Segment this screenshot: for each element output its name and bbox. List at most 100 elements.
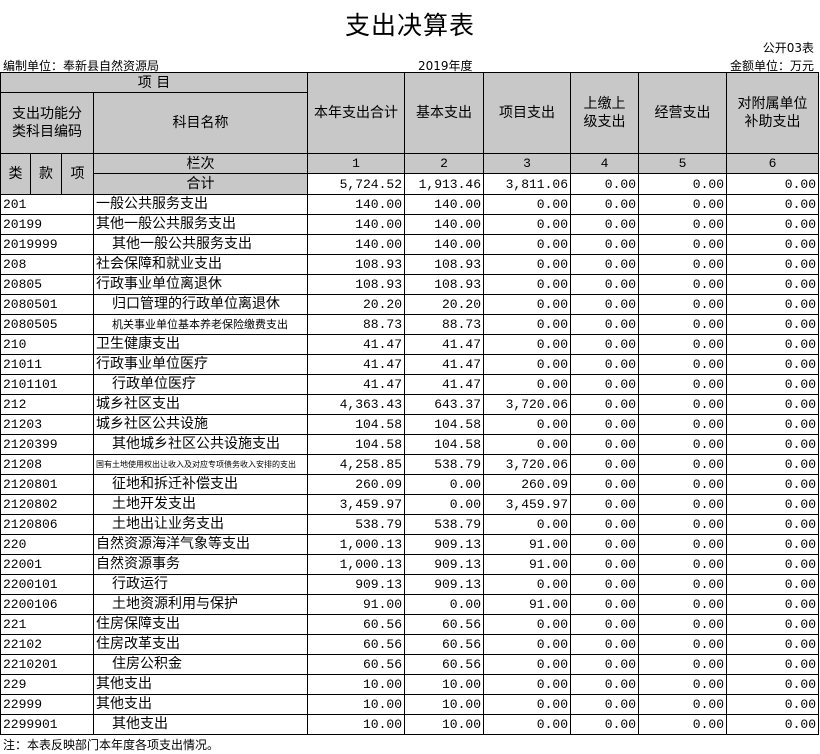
amount: 140.00 — [307, 214, 406, 235]
amount: 108.93 — [404, 254, 485, 275]
total-value: 0.00 — [638, 173, 728, 195]
amount: 0.00 — [570, 694, 640, 715]
amount: 0.00 — [483, 714, 572, 735]
amount: 0.00 — [483, 574, 572, 595]
expenditure-table: 项 目本年支出合计 基本支出 项目支出 上缴上级支出 经营支出 对附属单位补助支出 支出功能… — [0, 72, 820, 735]
subject-code: 2120806 — [0, 514, 94, 535]
subject-code: 2200101 — [0, 574, 94, 595]
amount: 0.00 — [726, 454, 820, 475]
amount: 0.00 — [570, 294, 640, 315]
subject-code: 2101101 — [0, 374, 94, 395]
level-header: 项 — [61, 153, 94, 195]
table-row: 229 其他支出 10.00 10.00 0.00 0.00 0.00 0.00 — [0, 674, 820, 695]
code-header: 支出功能分类科目编码 — [0, 92, 94, 154]
amount: 0.00 — [638, 634, 728, 655]
amount: 0.00 — [483, 274, 572, 295]
table-row: 2120802 土地开发支出 3,459.97 0.00 3,459.97 0.00 0.0… — [0, 494, 820, 515]
column-header: 经营支出 — [638, 72, 728, 154]
amount: 643.37 — [404, 394, 485, 415]
subject-name: 其他一般公共服务支出 — [92, 234, 309, 255]
amount: 41.47 — [307, 334, 406, 355]
amount: 0.00 — [726, 714, 820, 735]
amount: 88.73 — [404, 314, 485, 335]
amount: 10.00 — [404, 674, 485, 695]
subject-name: 住房公积金 — [92, 654, 309, 675]
subject-name: 城乡社区支出 — [92, 394, 309, 415]
amount: 0.00 — [483, 654, 572, 675]
amount: 0.00 — [726, 314, 820, 335]
amount: 0.00 — [638, 454, 728, 475]
amount: 0.00 — [638, 614, 728, 635]
amount: 0.00 — [726, 494, 820, 515]
subject-name: 其他一般公共服务支出 — [92, 214, 309, 235]
sequence-label: 栏次 — [92, 153, 309, 174]
amount: 3,459.97 — [483, 494, 572, 515]
table-row: 2210201 住房公积金 60.56 60.56 0.00 0.00 0.00 0.00 — [0, 654, 820, 675]
form-number: 公开03表 — [762, 41, 814, 55]
amount: 0.00 — [570, 714, 640, 735]
amount: 104.58 — [307, 414, 406, 435]
amount: 0.00 — [570, 454, 640, 475]
amount: 0.00 — [570, 274, 640, 295]
amount: 0.00 — [638, 534, 728, 555]
amount: 91.00 — [483, 594, 572, 615]
amount: 0.00 — [638, 194, 728, 215]
table-row: 2019999 其他一般公共服务支出 140.00 140.00 0.00 0.00 0.0… — [0, 234, 820, 255]
table-row: 22102 住房改革支出 60.56 60.56 0.00 0.00 0.00 0.00 — [0, 634, 820, 655]
amount: 0.00 — [726, 674, 820, 695]
subject-code: 2120802 — [0, 494, 94, 515]
amount: 0.00 — [638, 274, 728, 295]
amount: 0.00 — [483, 634, 572, 655]
subject-code: 21011 — [0, 354, 94, 375]
subject-name: 国有土地使用权出让收入及对应专项债务收入安排的支出 — [92, 454, 309, 475]
subject-code: 220 — [0, 534, 94, 555]
amount: 0.00 — [638, 414, 728, 435]
table-row: 21203 城乡社区公共设施 104.58 104.58 0.00 0.00 0.00 0.0… — [0, 414, 820, 435]
table-row: 221 住房保障支出 60.56 60.56 0.00 0.00 0.00 0.00 — [0, 614, 820, 635]
amount: 0.00 — [570, 474, 640, 495]
amount: 0.00 — [638, 294, 728, 315]
total-value: 0.00 — [570, 173, 640, 195]
amount: 60.56 — [404, 634, 485, 655]
level-header: 类 — [0, 153, 31, 195]
amount: 140.00 — [307, 194, 406, 215]
amount: 88.73 — [307, 314, 406, 335]
amount: 91.00 — [483, 534, 572, 555]
amount: 3,459.97 — [307, 494, 406, 515]
amount: 0.00 — [570, 414, 640, 435]
amount: 0.00 — [638, 254, 728, 275]
amount: 0.00 — [483, 434, 572, 455]
amount: 108.93 — [307, 274, 406, 295]
amount: 0.00 — [483, 414, 572, 435]
amount: 0.00 — [483, 694, 572, 715]
subject-code: 20199 — [0, 214, 94, 235]
amount: 0.00 — [726, 634, 820, 655]
subject-name: 卫生健康支出 — [92, 334, 309, 355]
total-value: 5,724.52 — [307, 173, 406, 195]
amount: 0.00 — [726, 574, 820, 595]
year: 2019年度 — [418, 59, 473, 73]
subject-code: 2080505 — [0, 314, 94, 335]
subject-code: 2200106 — [0, 594, 94, 615]
amount: 0.00 — [638, 654, 728, 675]
amount: 0.00 — [638, 314, 728, 335]
amount: 909.13 — [404, 574, 485, 595]
amount: 60.56 — [404, 654, 485, 675]
table-row: 2120806 土地出让业务支出 538.79 538.79 0.00 0.00 0.00 0… — [0, 514, 820, 535]
column-header: 上缴上级支出 — [570, 72, 640, 154]
amount: 10.00 — [307, 674, 406, 695]
amount: 0.00 — [726, 194, 820, 215]
title: 支出决算表 — [344, 11, 475, 40]
amount: 0.00 — [726, 214, 820, 235]
amount: 0.00 — [483, 354, 572, 375]
sequence-number: 6 — [726, 153, 820, 174]
amount: 260.09 — [483, 474, 572, 495]
subject-name: 行政事业单位医疗 — [92, 354, 309, 375]
subject-name: 住房保障支出 — [92, 614, 309, 635]
amount: 0.00 — [726, 554, 820, 575]
amount: 0.00 — [570, 334, 640, 355]
amount: 0.00 — [726, 594, 820, 615]
amount: 0.00 — [638, 434, 728, 455]
amount: 0.00 — [570, 534, 640, 555]
amount: 0.00 — [726, 514, 820, 535]
